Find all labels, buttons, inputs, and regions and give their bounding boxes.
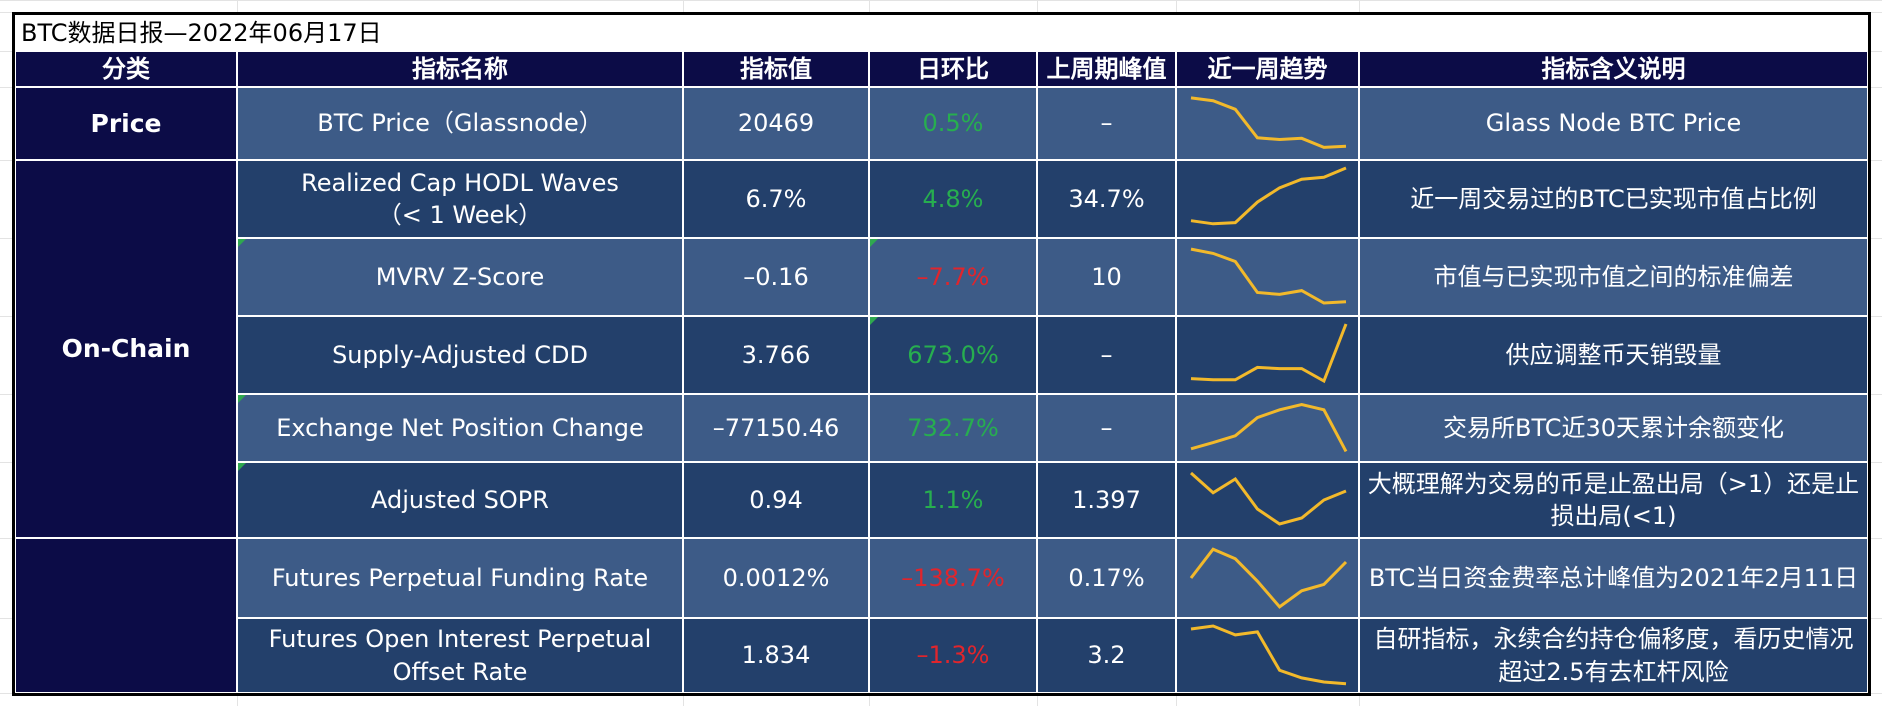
sparkline-line <box>1189 471 1347 526</box>
trend-sparkline[interactable] <box>1176 238 1359 316</box>
metric-change[interactable]: 1.1% <box>869 462 1037 538</box>
header-value[interactable]: 指标值 <box>683 51 869 87</box>
sparkline-chart <box>1190 247 1347 305</box>
metric-peak[interactable]: 1.397 <box>1037 462 1176 538</box>
metric-peak[interactable]: – <box>1037 87 1176 160</box>
metric-value[interactable]: 0.94 <box>683 462 869 538</box>
trend-sparkline[interactable] <box>1176 462 1359 538</box>
sparkline-line <box>1190 323 1348 384</box>
header-metric-name[interactable]: 指标名称 <box>237 51 683 87</box>
metric-name[interactable]: Futures Perpetual Funding Rate <box>237 538 683 618</box>
category-cell[interactable]: On-Chain <box>15 160 237 538</box>
sparkline-chart <box>1189 547 1348 609</box>
metric-name[interactable]: MVRV Z-Score <box>237 238 683 316</box>
header-daily-change[interactable]: 日环比 <box>869 51 1037 87</box>
metric-description[interactable]: Glass Node BTC Price <box>1359 87 1868 160</box>
trend-sparkline[interactable] <box>1176 538 1359 618</box>
metric-peak[interactable]: – <box>1037 316 1176 394</box>
trend-sparkline[interactable] <box>1176 87 1359 160</box>
header-weekly-trend[interactable]: 近一周趋势 <box>1176 51 1359 87</box>
sparkline-chart <box>1190 96 1347 149</box>
sparkline-chart <box>1189 471 1347 526</box>
metric-description[interactable]: BTC当日资金费率总计峰值为2021年2月11日 <box>1359 538 1868 618</box>
trend-sparkline[interactable] <box>1176 160 1359 238</box>
cell-comment-marker <box>238 239 246 247</box>
metric-peak[interactable]: 0.17% <box>1037 538 1176 618</box>
metric-value[interactable]: 20469 <box>683 87 869 160</box>
category-cell[interactable] <box>15 538 237 693</box>
cell-comment-marker <box>870 239 878 247</box>
metric-value[interactable]: –0.16 <box>683 238 869 316</box>
metric-peak[interactable]: 10 <box>1037 238 1176 316</box>
sparkline-chart <box>1190 403 1348 453</box>
metric-value[interactable]: –77150.46 <box>683 394 869 462</box>
sparkline-chart <box>1190 323 1348 384</box>
metric-value[interactable]: 3.766 <box>683 316 869 394</box>
trend-sparkline[interactable] <box>1176 394 1359 462</box>
sparkline-line <box>1190 624 1347 686</box>
metric-change[interactable]: 4.8% <box>869 160 1037 238</box>
sparkline-chart <box>1190 166 1347 226</box>
metric-name[interactable]: Adjusted SOPR <box>237 462 683 538</box>
metric-peak[interactable]: 34.7% <box>1037 160 1176 238</box>
sparkline-chart <box>1190 624 1347 686</box>
header-category[interactable]: 分类 <box>15 51 237 87</box>
category-cell[interactable]: Price <box>15 87 237 160</box>
metric-description[interactable]: 自研指标，永续合约持仓偏移度，看历史情况超过2.5有去杠杆风险 <box>1359 618 1868 693</box>
metric-description[interactable]: 近一周交易过的BTC已实现市值占比例 <box>1359 160 1868 238</box>
metric-description[interactable]: 供应调整币天销毁量 <box>1359 316 1868 394</box>
metric-change[interactable]: 0.5% <box>869 87 1037 160</box>
sparkline-line <box>1190 403 1348 453</box>
metric-change[interactable]: –1.3% <box>869 618 1037 693</box>
metric-change[interactable]: –7.7% <box>869 238 1037 316</box>
sparkline-line <box>1190 247 1347 305</box>
metric-name[interactable]: Futures Open Interest Perpetual Offset R… <box>237 618 683 693</box>
header-description[interactable]: 指标含义说明 <box>1359 51 1868 87</box>
metric-description[interactable]: 大概理解为交易的币是止盈出局（>1）还是止损出局(<1) <box>1359 462 1868 538</box>
metric-name[interactable]: Exchange Net Position Change <box>237 394 683 462</box>
metric-value[interactable]: 1.834 <box>683 618 869 693</box>
metric-description[interactable]: 交易所BTC近30天累计余额变化 <box>1359 394 1868 462</box>
metric-change[interactable]: 732.7% <box>869 394 1037 462</box>
cell-comment-marker <box>238 463 246 471</box>
sparkline-line <box>1190 166 1347 226</box>
metric-value[interactable]: 6.7% <box>683 160 869 238</box>
trend-sparkline[interactable] <box>1176 618 1359 693</box>
metric-change[interactable]: 673.0% <box>869 316 1037 394</box>
metric-peak[interactable]: 3.2 <box>1037 618 1176 693</box>
sparkline-line <box>1190 96 1347 149</box>
metric-description[interactable]: 市值与已实现市值之间的标准偏差 <box>1359 238 1868 316</box>
metric-change[interactable]: –138.7% <box>869 538 1037 618</box>
report-title[interactable]: BTC数据日报—2022年06月17日 <box>15 15 1868 51</box>
metric-name[interactable]: BTC Price（Glassnode） <box>237 87 683 160</box>
metric-value[interactable]: 0.0012% <box>683 538 869 618</box>
trend-sparkline[interactable] <box>1176 316 1359 394</box>
metric-name[interactable]: Realized Cap HODL Waves （< 1 Week） <box>237 160 683 238</box>
header-prev-peak[interactable]: 上周期峰值 <box>1037 51 1176 87</box>
metric-peak[interactable]: – <box>1037 394 1176 462</box>
cell-comment-marker <box>238 395 246 403</box>
cell-comment-marker <box>870 317 878 325</box>
metric-name[interactable]: Supply-Adjusted CDD <box>237 316 683 394</box>
sparkline-line <box>1189 547 1348 609</box>
